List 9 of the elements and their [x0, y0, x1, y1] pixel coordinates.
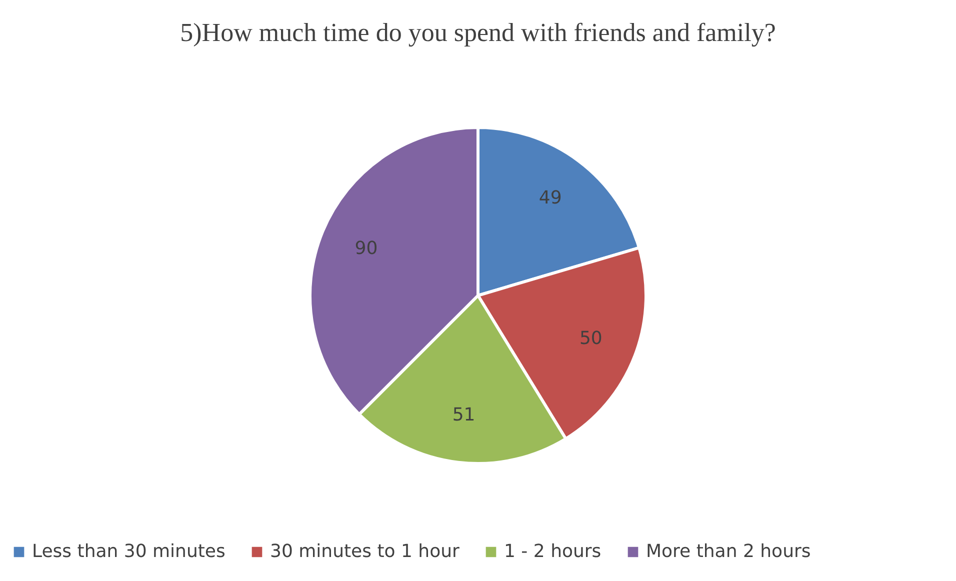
legend-label: 30 minutes to 1 hour [270, 541, 460, 562]
data-label: 49 [538, 188, 562, 209]
legend-label: Less than 30 minutes [32, 541, 226, 562]
legend-label: More than 2 hours [646, 541, 811, 562]
data-label: 50 [579, 328, 602, 349]
legend-label: 1 - 2 hours [504, 541, 602, 562]
data-label: 51 [452, 404, 476, 426]
chart-title: 5)How much time do you spend with friends and family? [180, 18, 776, 47]
data-label: 90 [354, 238, 378, 260]
